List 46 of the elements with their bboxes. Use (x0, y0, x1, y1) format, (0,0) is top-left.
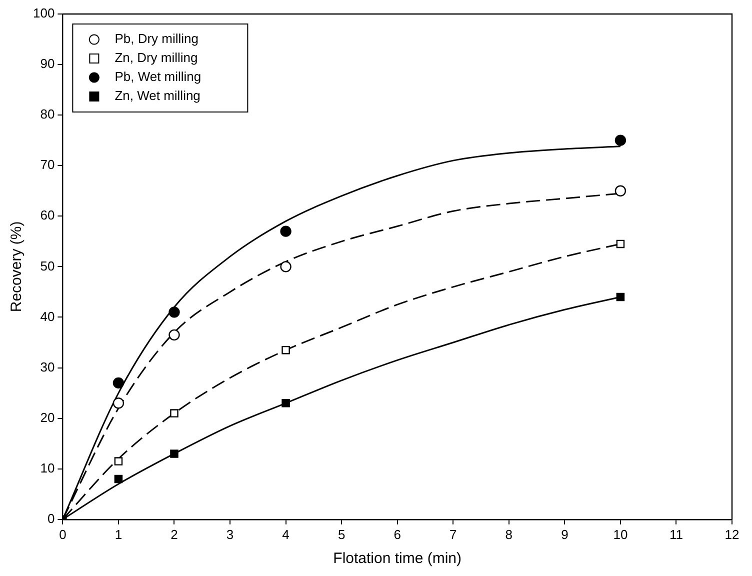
point (614, 185, 626, 196)
point (114, 474, 123, 484)
x-tick-label: 4 (282, 526, 290, 542)
x-tick-label: 8 (505, 526, 513, 542)
y-tick-label: 100 (32, 6, 55, 21)
y-tick-label: 80 (40, 106, 55, 122)
point (614, 134, 626, 146)
y-tick-label: 20 (40, 410, 55, 425)
x-tick-label: 0 (59, 526, 66, 542)
point (168, 329, 180, 341)
point (282, 399, 290, 408)
legend-label: Zn, Wet milling (114, 88, 200, 104)
y-tick-label: 70 (40, 157, 55, 172)
point (112, 398, 124, 409)
x-tick-label: 9 (561, 526, 568, 542)
legend-label: Zn, Dry milling (114, 50, 198, 66)
x-tick-label: 3 (226, 526, 234, 542)
y-tick-label: 60 (40, 208, 55, 223)
y-tick-label: 30 (40, 359, 55, 374)
x-tick-label: 2 (170, 526, 178, 542)
point (170, 409, 178, 418)
point (168, 306, 180, 318)
point (280, 226, 292, 237)
point (616, 292, 625, 302)
y-tick-label: 0 (47, 510, 55, 526)
y-tick-label: 10 (40, 460, 55, 476)
point (282, 346, 290, 354)
point (112, 377, 124, 389)
x-axis-title: Flotation time (min) (333, 550, 462, 568)
x-tick-label: 10 (613, 526, 628, 542)
y-tick-label: 90 (40, 56, 55, 72)
point (170, 450, 178, 458)
legend-label: Pb, Wet milling (114, 69, 202, 84)
x-tick-label: 1 (114, 526, 122, 542)
point (280, 261, 292, 272)
y-tick-label: 50 (40, 258, 55, 274)
legend-label: Pb, Dry milling (114, 31, 198, 46)
point (616, 240, 625, 248)
x-tick-label: 5 (338, 526, 346, 542)
x-tick-label: 7 (450, 526, 457, 542)
y-tick-label: 40 (40, 308, 55, 324)
x-tick-label: 11 (669, 526, 683, 542)
point (114, 457, 123, 466)
x-tick-label: 12 (724, 526, 740, 542)
y-axis-title: Recovery (%) (8, 221, 26, 312)
x-tick-label: 6 (394, 526, 401, 542)
